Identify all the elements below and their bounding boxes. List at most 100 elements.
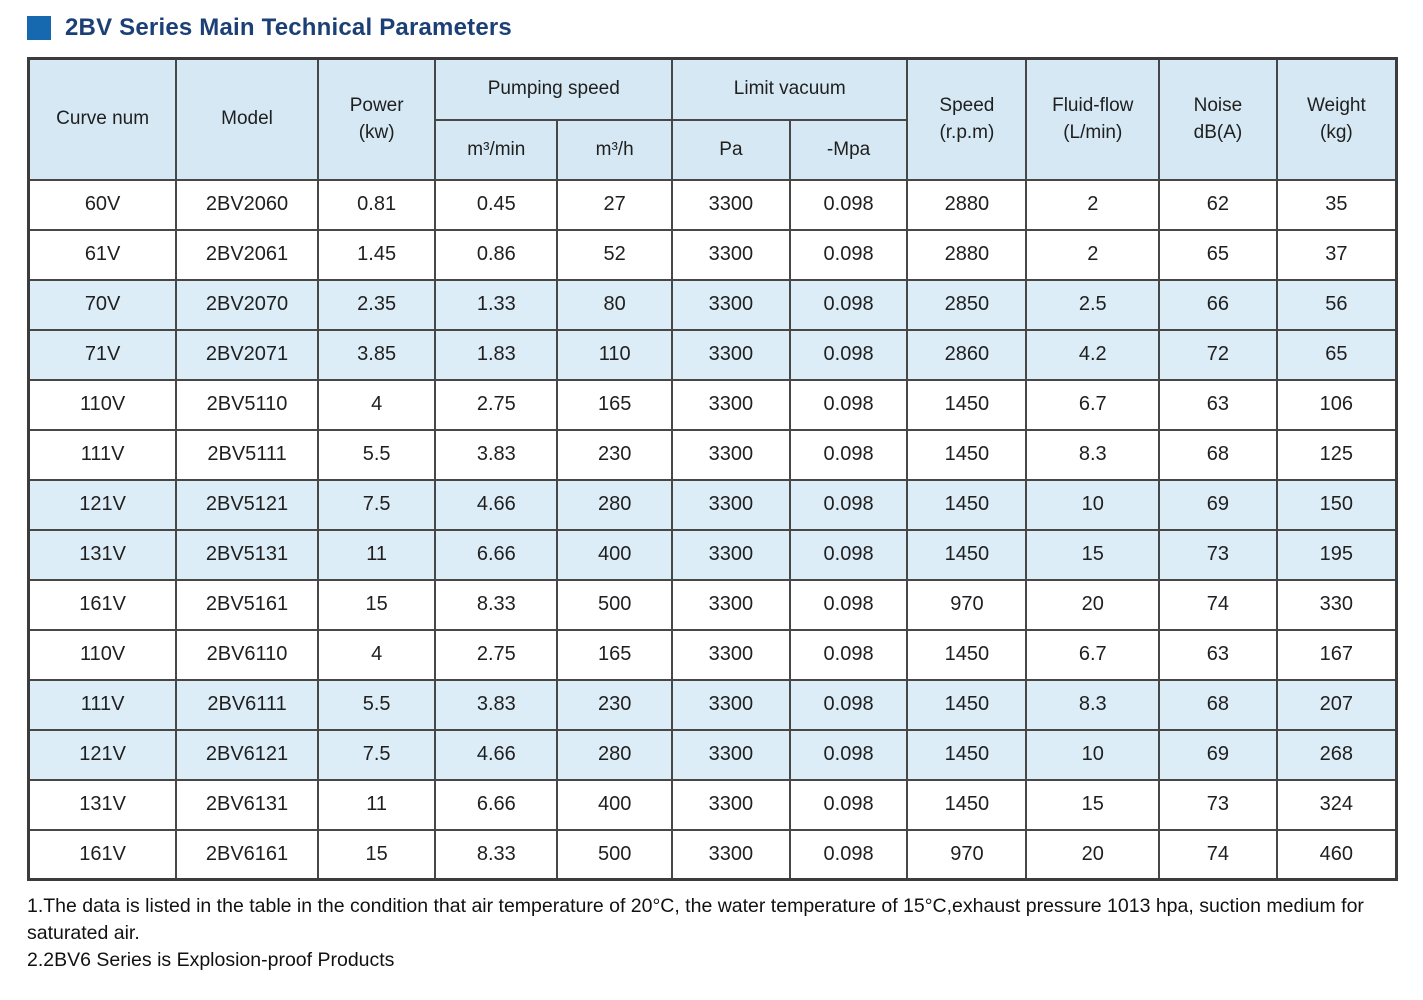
cell-power: 4 [316, 628, 437, 681]
cell-fluid-flow: 8.3 [1025, 428, 1161, 481]
table-row: 111V 2BV6111 5.5 3.83 230 3300 0.098 145… [27, 678, 1398, 731]
cell-mpa: 0.098 [788, 828, 909, 881]
cell-m3-min: 2.75 [434, 628, 559, 681]
cell-m3-h: 230 [556, 678, 674, 731]
cell-m3-h: 52 [556, 228, 674, 281]
cell-fluid-flow: 15 [1025, 778, 1161, 831]
table-row: 121V 2BV6121 7.5 4.66 280 3300 0.098 145… [27, 728, 1398, 781]
cell-model: 2BV5121 [175, 478, 319, 531]
cell-noise: 63 [1158, 378, 1278, 431]
cell-power: 5.5 [316, 428, 437, 481]
cell-fluid-flow: 2 [1025, 178, 1161, 231]
table-row: 161V 2BV5161 15 8.33 500 3300 0.098 970 … [27, 578, 1398, 631]
cell-mpa: 0.098 [788, 278, 909, 331]
cell-m3-min: 4.66 [434, 728, 559, 781]
cell-m3-h: 280 [556, 478, 674, 531]
cell-m3-min: 4.66 [434, 478, 559, 531]
header-weight: Weight (kg) [1275, 57, 1398, 181]
blue-square-icon [27, 16, 51, 40]
page-title: 2BV Series Main Technical Parameters [65, 14, 512, 41]
cell-fluid-flow: 10 [1025, 478, 1161, 531]
cell-mpa: 0.098 [788, 528, 909, 581]
cell-m3-min: 2.75 [434, 378, 559, 431]
cell-noise: 69 [1158, 728, 1278, 781]
cell-m3-min: 0.45 [434, 178, 559, 231]
cell-pa: 3300 [671, 578, 791, 631]
cell-curve-num: 111V [27, 428, 178, 481]
cell-weight: 35 [1275, 178, 1398, 231]
header-noise-unit: dB(A) [1193, 122, 1243, 144]
cell-noise: 74 [1158, 828, 1278, 881]
cell-m3-min: 6.66 [434, 778, 559, 831]
header-pumping-speed: Pumping speed [434, 57, 674, 121]
cell-noise: 68 [1158, 428, 1278, 481]
cell-speed: 2880 [906, 178, 1028, 231]
cell-m3-h: 165 [556, 378, 674, 431]
table-row: 70V 2BV2070 2.35 1.33 80 3300 0.098 2850… [27, 278, 1398, 331]
cell-model: 2BV5161 [175, 578, 319, 631]
header-pa: Pa [671, 118, 791, 181]
table-row: 131V 2BV5131 11 6.66 400 3300 0.098 1450… [27, 528, 1398, 581]
cell-noise: 73 [1158, 778, 1278, 831]
cell-speed: 1450 [906, 378, 1028, 431]
cell-mpa: 0.098 [788, 378, 909, 431]
header-limit-vacuum-label: Limit vacuum [733, 78, 846, 100]
cell-mpa: 0.098 [788, 178, 909, 231]
cell-weight: 65 [1275, 328, 1398, 381]
cell-pa: 3300 [671, 328, 791, 381]
header-fluid-flow: Fluid-flow (L/min) [1025, 57, 1161, 181]
cell-mpa: 0.098 [788, 228, 909, 281]
cell-power: 7.5 [316, 728, 437, 781]
cell-fluid-flow: 4.2 [1025, 328, 1161, 381]
cell-model: 2BV5110 [175, 378, 319, 431]
cell-speed: 2860 [906, 328, 1028, 381]
header-m3-h: m³/h [556, 118, 674, 181]
technical-parameters-table: Curve num Model Power (kw) Pumping speed… [27, 57, 1398, 881]
cell-pa: 3300 [671, 678, 791, 731]
cell-model: 2BV2061 [175, 228, 319, 281]
cell-pa: 3300 [671, 228, 791, 281]
cell-curve-num: 110V [27, 628, 178, 681]
header-pumping-speed-label: Pumping speed [487, 78, 620, 100]
cell-noise: 73 [1158, 528, 1278, 581]
cell-fluid-flow: 2.5 [1025, 278, 1161, 331]
cell-m3-h: 400 [556, 778, 674, 831]
cell-fluid-flow: 6.7 [1025, 378, 1161, 431]
cell-curve-num: 161V [27, 828, 178, 881]
header-limit-vacuum: Limit vacuum [671, 57, 909, 121]
cell-model: 2BV6110 [175, 628, 319, 681]
cell-pa: 3300 [671, 828, 791, 881]
cell-m3-h: 400 [556, 528, 674, 581]
table-row: 71V 2BV2071 3.85 1.83 110 3300 0.098 286… [27, 328, 1398, 381]
section-title-row: 2BV Series Main Technical Parameters [27, 12, 1398, 44]
cell-noise: 65 [1158, 228, 1278, 281]
cell-m3-min: 6.66 [434, 528, 559, 581]
cell-pa: 3300 [671, 728, 791, 781]
cell-model: 2BV2070 [175, 278, 319, 331]
cell-weight: 460 [1275, 828, 1398, 881]
header-speed-label: Speed [939, 94, 995, 116]
table-row: 60V 2BV2060 0.81 0.45 27 3300 0.098 2880… [27, 178, 1398, 231]
cell-weight: 125 [1275, 428, 1398, 481]
cell-curve-num: 61V [27, 228, 178, 281]
cell-pa: 3300 [671, 778, 791, 831]
cell-curve-num: 131V [27, 778, 178, 831]
footnote-1: 1.The data is listed in the table in the… [27, 895, 1364, 944]
cell-power: 5.5 [316, 678, 437, 731]
table-row: 121V 2BV5121 7.5 4.66 280 3300 0.098 145… [27, 478, 1398, 531]
cell-weight: 37 [1275, 228, 1398, 281]
cell-pa: 3300 [671, 528, 791, 581]
header-noise-label: Noise [1193, 94, 1243, 116]
cell-noise: 68 [1158, 678, 1278, 731]
cell-mpa: 0.098 [788, 478, 909, 531]
cell-weight: 268 [1275, 728, 1398, 781]
cell-model: 2BV6111 [175, 678, 319, 731]
cell-curve-num: 111V [27, 678, 178, 731]
cell-mpa: 0.098 [788, 628, 909, 681]
header-power: Power (kw) [316, 57, 437, 181]
cell-speed: 1450 [906, 528, 1028, 581]
cell-weight: 207 [1275, 678, 1398, 731]
cell-fluid-flow: 10 [1025, 728, 1161, 781]
cell-weight: 195 [1275, 528, 1398, 581]
cell-curve-num: 110V [27, 378, 178, 431]
